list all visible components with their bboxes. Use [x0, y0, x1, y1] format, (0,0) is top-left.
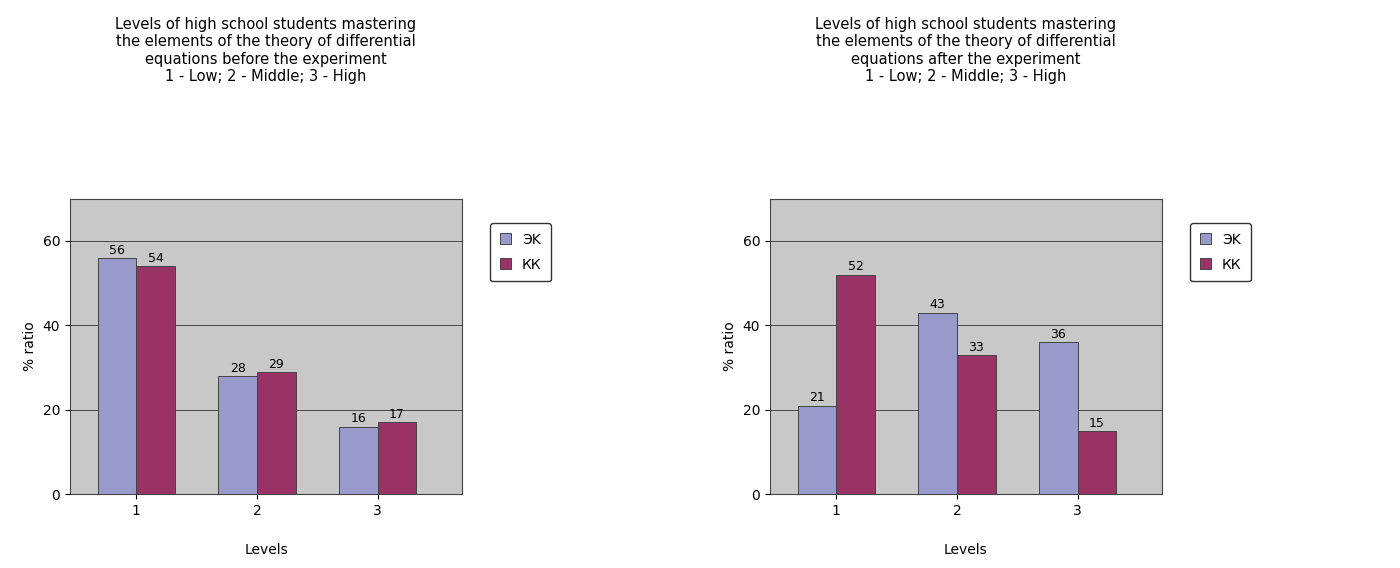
- Bar: [136, 266, 175, 494]
- Text: 43: 43: [930, 298, 945, 311]
- Text: 28: 28: [230, 362, 245, 375]
- Text: 15: 15: [1089, 416, 1105, 429]
- Text: 54: 54: [147, 252, 164, 265]
- Bar: [339, 427, 378, 494]
- Text: 29: 29: [269, 357, 284, 370]
- Text: Levels of high school students mastering
the elements of the theory of different: Levels of high school students mastering…: [815, 17, 1117, 84]
- Bar: [98, 258, 136, 494]
- Bar: [836, 275, 875, 494]
- Bar: [958, 355, 995, 494]
- Bar: [1078, 431, 1116, 494]
- Bar: [918, 313, 958, 494]
- Text: 21: 21: [809, 391, 825, 404]
- Legend: ЭK, КК: ЭK, КК: [1190, 223, 1252, 281]
- Bar: [798, 406, 836, 494]
- Bar: [258, 372, 295, 494]
- Text: Levels of high school students mastering
the elements of the theory of different: Levels of high school students mastering…: [115, 17, 417, 84]
- Bar: [1039, 343, 1078, 494]
- Bar: [378, 423, 416, 494]
- Text: 52: 52: [847, 261, 864, 273]
- Text: Levels: Levels: [944, 542, 988, 557]
- Text: Levels: Levels: [244, 542, 288, 557]
- Legend: ЭK, КК: ЭK, КК: [490, 223, 552, 281]
- Text: 33: 33: [969, 341, 984, 354]
- Text: 36: 36: [1050, 328, 1067, 341]
- Y-axis label: % ratio: % ratio: [22, 321, 36, 371]
- Text: 16: 16: [350, 412, 367, 425]
- Text: 56: 56: [109, 244, 125, 257]
- Text: 17: 17: [389, 408, 405, 421]
- Y-axis label: % ratio: % ratio: [722, 321, 736, 371]
- Bar: [218, 376, 258, 494]
